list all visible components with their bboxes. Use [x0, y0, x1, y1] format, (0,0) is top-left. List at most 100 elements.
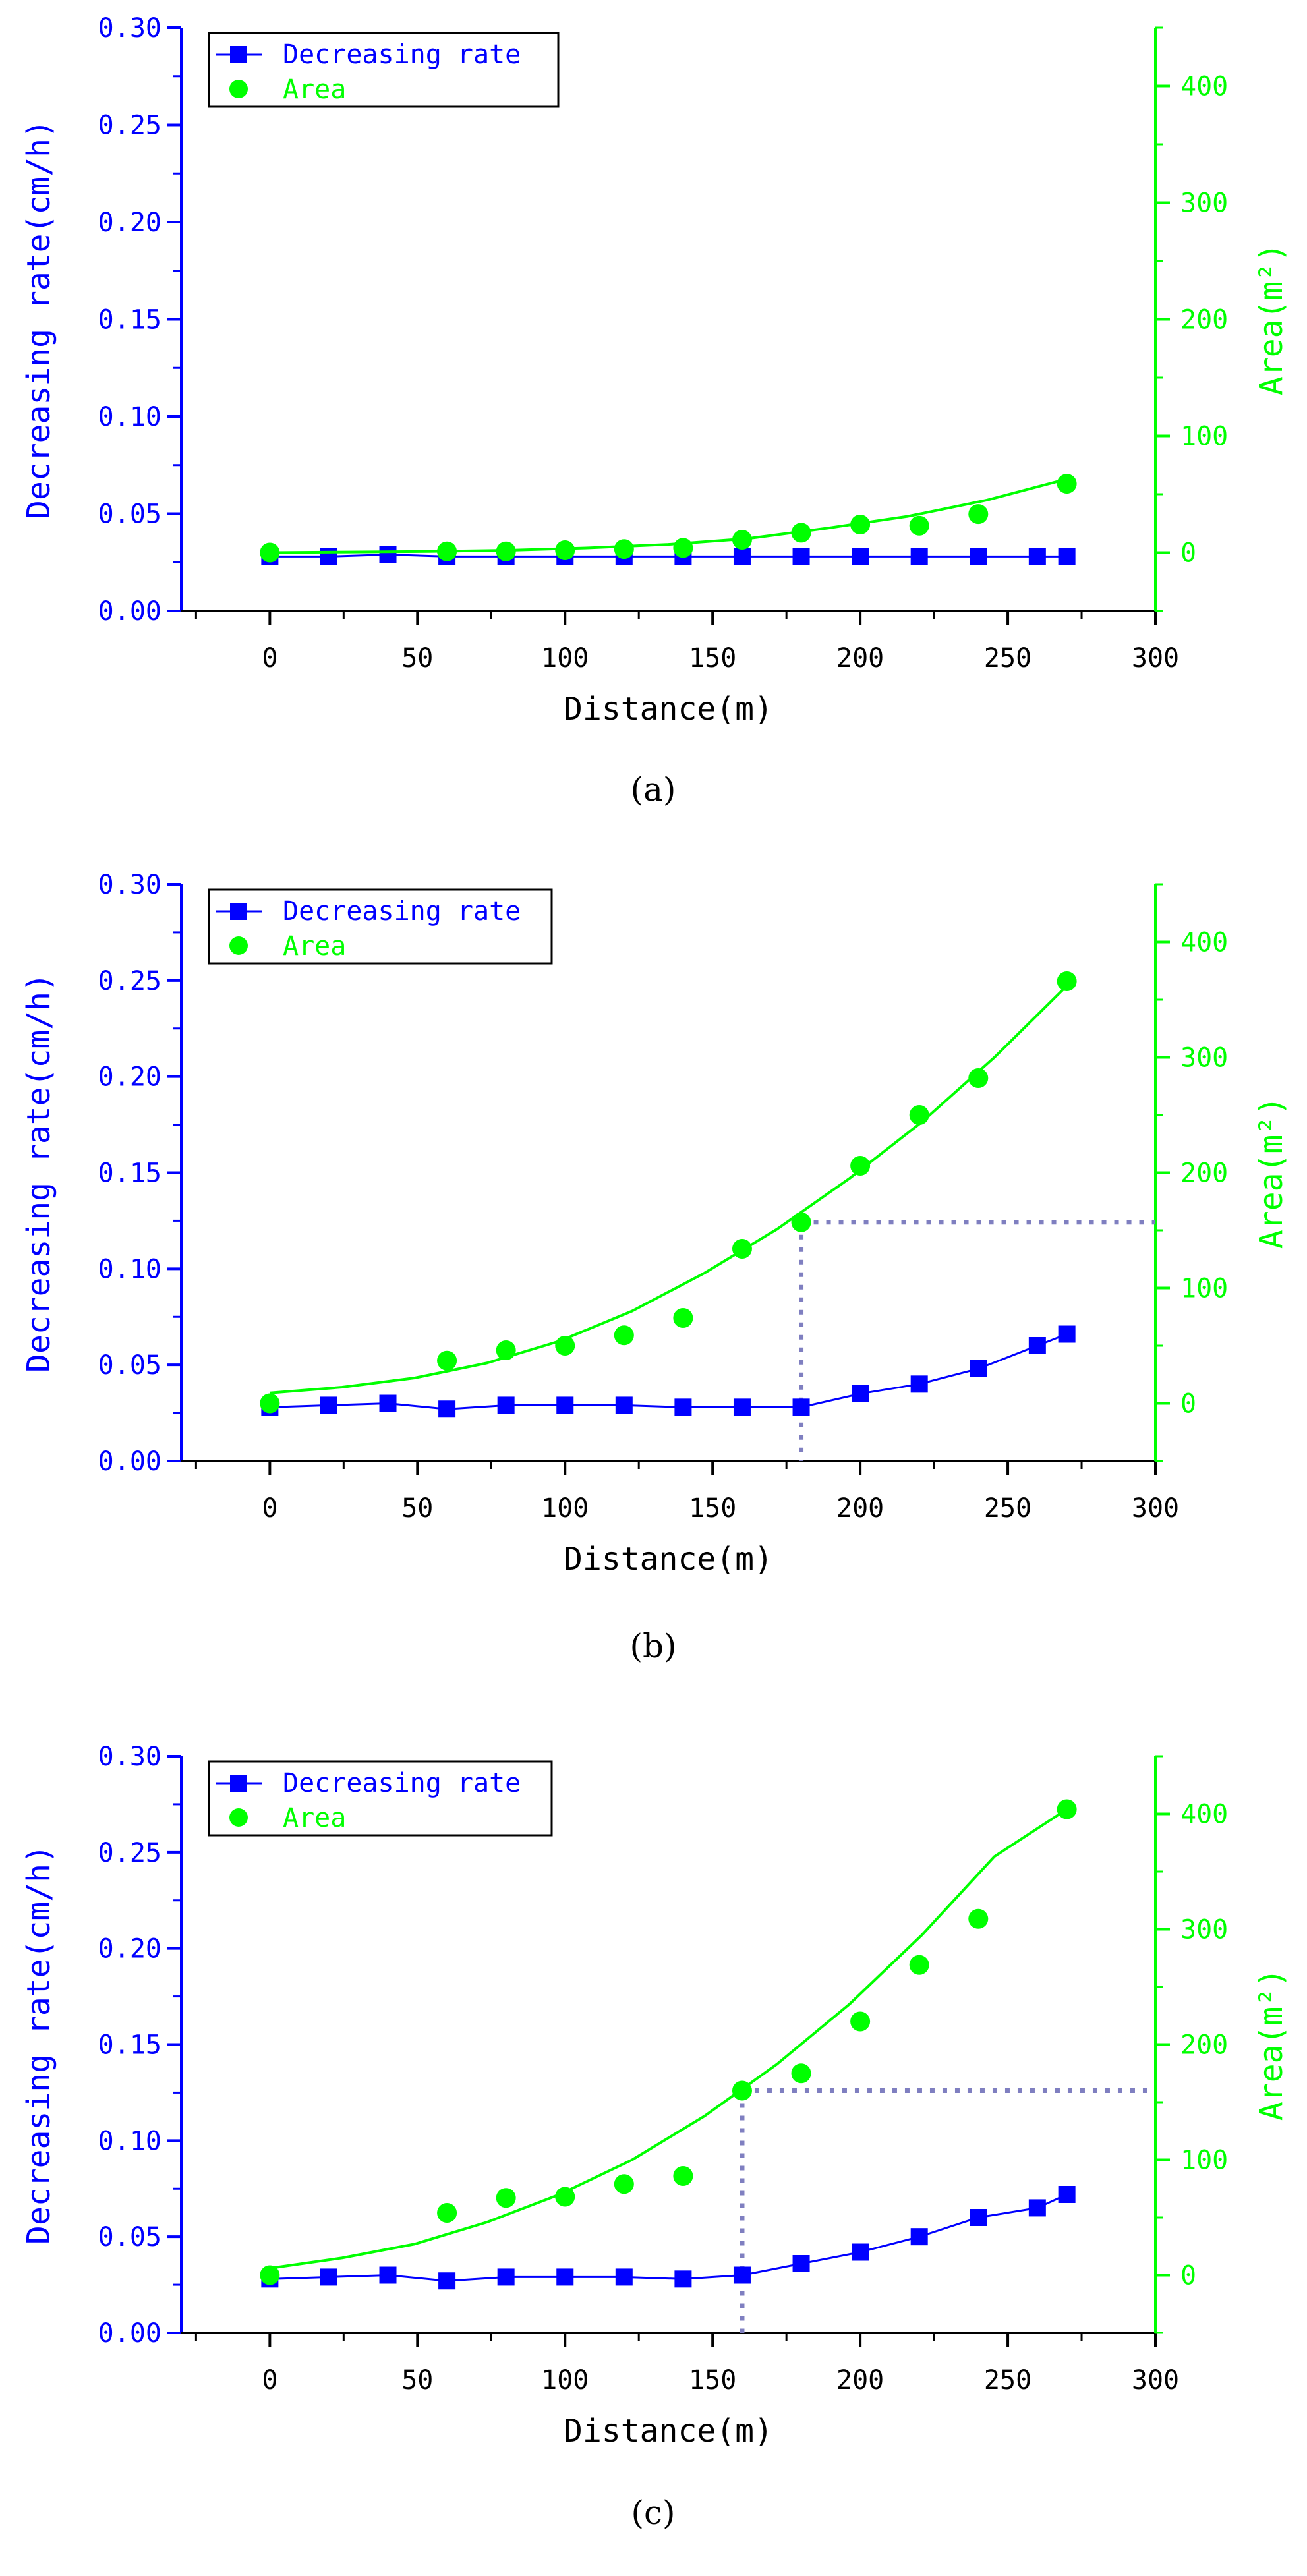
area-point [1057, 474, 1077, 494]
left-y-tick-label: 0.20 [98, 1062, 161, 1093]
rate-point [852, 2243, 869, 2261]
x-tick-label: 300 [1132, 2365, 1179, 2395]
rate-point [438, 1400, 456, 1418]
x-tick-label: 150 [689, 2365, 736, 2395]
right-axis-title: Area(m²) [1253, 243, 1290, 395]
area-point [732, 2080, 752, 2101]
right-y-tick-label: 0 [1180, 1389, 1196, 1419]
area-point [555, 540, 575, 560]
area-point [437, 1350, 457, 1371]
x-tick-label: 250 [984, 1493, 1031, 1524]
area-point [968, 1908, 989, 1929]
legend-rate-label: Decreasing rate [283, 1768, 521, 1798]
right-y-tick-label: 400 [1180, 928, 1228, 958]
x-tick-label: 250 [984, 643, 1031, 673]
rate-point [615, 1396, 633, 1414]
area-point [1057, 1799, 1077, 1819]
panel-caption: (b) [629, 1627, 676, 1665]
rate-point [320, 548, 337, 565]
area-point [260, 1393, 280, 1414]
left-axis-title: Decreasing rate(cm/h) [20, 973, 57, 1373]
legend-area-label: Area [283, 931, 346, 961]
rate-point [852, 548, 869, 565]
area-point [260, 2265, 280, 2285]
right-y-tick-label: 100 [1180, 1274, 1228, 1304]
rate-point [910, 2228, 928, 2246]
x-tick-label: 0 [262, 2365, 277, 2395]
rate-point [379, 546, 397, 563]
rate-point [556, 1396, 574, 1414]
rate-point [1058, 548, 1076, 565]
x-tick-label: 200 [836, 2365, 884, 2395]
rate-point [1028, 1337, 1046, 1354]
rate-point [674, 1398, 692, 1416]
right-y-tick-label: 300 [1180, 188, 1228, 219]
x-tick-label: 50 [401, 643, 433, 673]
rate-point [733, 1398, 751, 1416]
rate-point [792, 2255, 810, 2272]
left-y-tick-label: 0.05 [98, 2222, 161, 2252]
left-y-tick-label: 0.30 [98, 1742, 161, 1772]
left-y-tick-label: 0.10 [98, 1254, 161, 1284]
area-point [850, 515, 871, 535]
rate-point [497, 2268, 515, 2286]
area-fit-curve [270, 985, 1068, 1394]
rate-point [438, 2272, 456, 2290]
area-point [614, 539, 634, 559]
x-tick-label: 200 [836, 1493, 884, 1524]
panel-caption: (c) [631, 2494, 675, 2532]
area-point [968, 1068, 989, 1088]
area-point [614, 1325, 634, 1346]
area-point [260, 542, 280, 563]
x-tick-label: 150 [689, 643, 736, 673]
rate-point [733, 548, 751, 565]
right-y-tick-label: 100 [1180, 422, 1228, 452]
area-point [732, 530, 752, 550]
rate-point [320, 2268, 337, 2286]
rate-point [970, 1360, 987, 1377]
area-point [909, 515, 929, 536]
right-y-tick-label: 0 [1180, 2261, 1196, 2291]
legend-rate-label: Decreasing rate [283, 896, 521, 927]
legend-area-marker [229, 1808, 248, 1827]
area-point [909, 1955, 929, 1975]
left-y-tick-label: 0.10 [98, 2126, 161, 2156]
area-point [791, 2063, 811, 2084]
rate-point [910, 548, 928, 565]
rate-point [1028, 548, 1046, 565]
rate-point [320, 1396, 337, 1414]
area-point [791, 523, 811, 543]
area-point [1057, 971, 1077, 991]
right-axis-title: Area(m²) [1253, 1968, 1290, 2121]
rate-point [1058, 1325, 1076, 1343]
rate-point [792, 548, 810, 565]
left-y-tick-label: 0.20 [98, 1934, 161, 1964]
x-tick-label: 200 [836, 643, 884, 673]
x-tick-label: 100 [541, 2365, 589, 2395]
area-point [614, 2174, 634, 2194]
area-point [555, 2187, 575, 2207]
legend-box [208, 32, 560, 108]
area-point [673, 2166, 693, 2186]
rate-point [792, 1398, 810, 1416]
left-y-tick-label: 0.00 [98, 2318, 161, 2349]
x-tick-label: 0 [262, 1493, 277, 1524]
x-axis-title: Distance(m) [564, 691, 773, 728]
right-axis-title: Area(m²) [1253, 1097, 1290, 1249]
area-point [496, 2188, 516, 2208]
x-tick-label: 300 [1132, 643, 1179, 673]
area-point [732, 1239, 752, 1259]
rate-point [1058, 2186, 1076, 2203]
x-axis-title: Distance(m) [564, 2413, 773, 2449]
left-y-tick-label: 0.30 [98, 13, 161, 43]
rate-point [379, 2266, 397, 2284]
area-point [909, 1105, 929, 1125]
legend-rate-label: Decreasing rate [283, 40, 521, 70]
left-axis-title: Decreasing rate(cm/h) [20, 119, 57, 519]
left-y-tick-label: 0.25 [98, 966, 161, 996]
x-tick-label: 250 [984, 2365, 1031, 2395]
area-point [555, 1336, 575, 1356]
area-point [437, 541, 457, 561]
left-axis-title: Decreasing rate(cm/h) [20, 1845, 57, 2245]
